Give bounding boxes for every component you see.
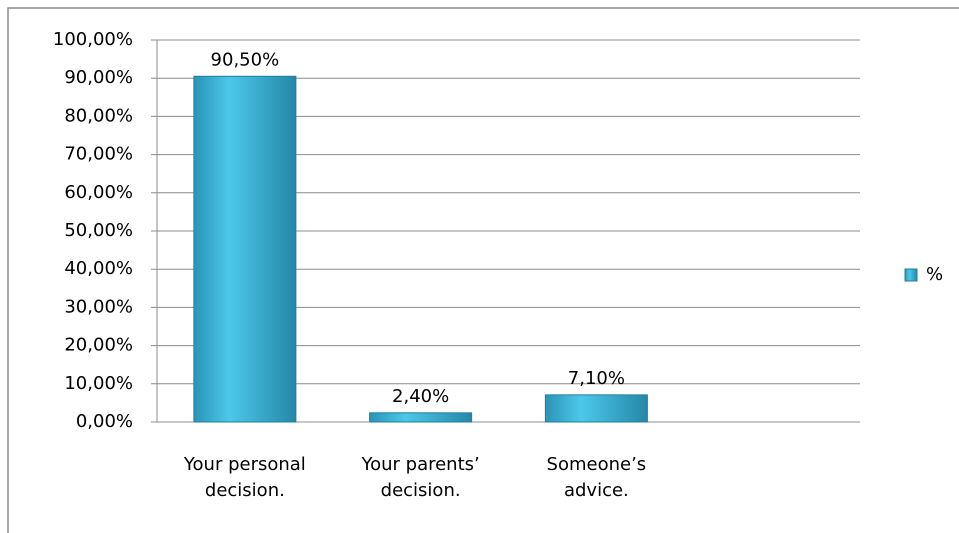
y-tick-label: 60,00% [64,182,133,203]
data-label: 2,40% [392,386,449,407]
bar [544,394,648,423]
y-tick-label: 100,00% [53,29,133,50]
y-tick-label: 30,00% [64,296,133,317]
y-tick-label: 90,00% [64,67,133,88]
data-label: 90,50% [211,49,280,70]
y-tick-label: 0,00% [76,411,133,432]
y-tick-label: 40,00% [64,258,133,279]
bar [369,412,473,423]
y-tick-label: 10,00% [64,373,133,394]
y-tick-label: 20,00% [64,335,133,356]
x-tick-label: Someone’s advice. [546,454,647,501]
frame [7,7,959,533]
bar [193,75,297,423]
y-tick-label: 80,00% [64,105,133,126]
x-tick-label: Your parents’ decision. [361,454,480,501]
legend-label: % [926,264,943,285]
data-label: 7,10% [568,368,625,389]
y-tick-label: 50,00% [64,220,133,241]
y-tick-label: 70,00% [64,144,133,165]
x-tick-label: Your personal decision. [183,454,306,501]
legend-swatch [904,268,918,282]
